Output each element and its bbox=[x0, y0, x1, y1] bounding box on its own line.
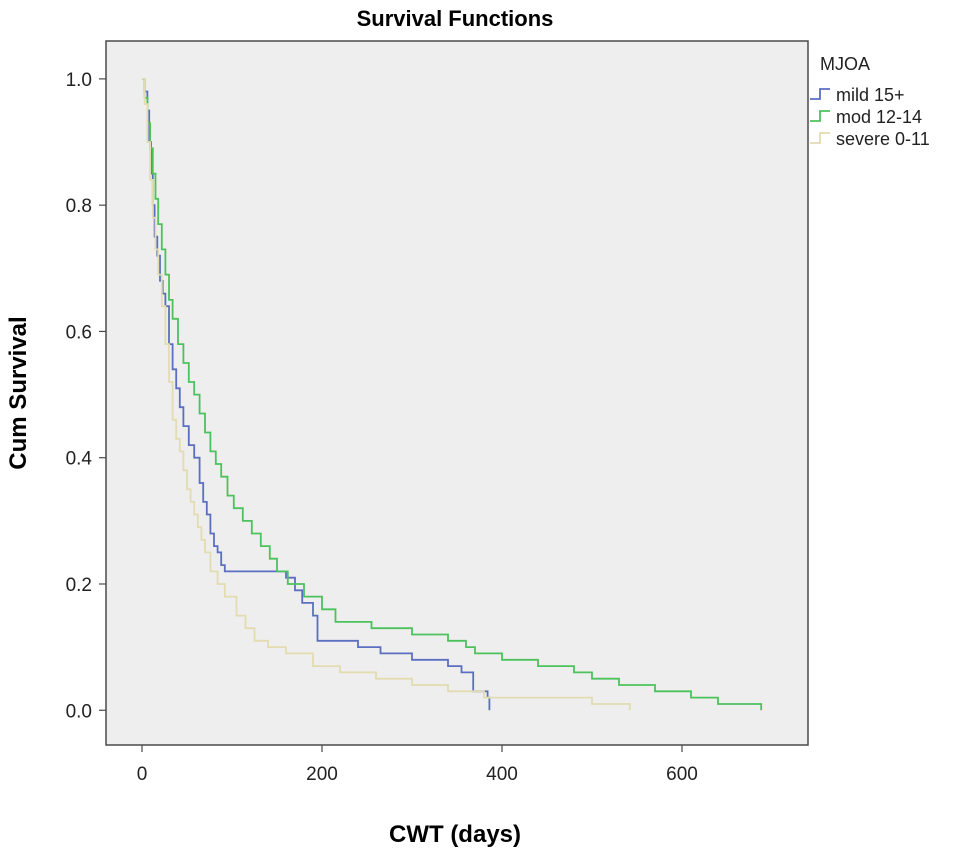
legend-title: MJOA bbox=[820, 54, 870, 74]
y-tick-label: 0.8 bbox=[66, 196, 92, 217]
legend-label: mod 12-14 bbox=[836, 107, 922, 127]
x-tick-label: 0 bbox=[137, 764, 148, 785]
plot-area bbox=[105, 40, 809, 746]
y-tick-label: 0.2 bbox=[66, 575, 92, 596]
x-tick-label: 600 bbox=[666, 764, 698, 785]
series-line-severe-0-11 bbox=[142, 78, 631, 711]
y-tick-label: 0.4 bbox=[66, 449, 93, 470]
x-axis-title: CWT (days) bbox=[389, 821, 521, 848]
series-layer bbox=[142, 78, 763, 711]
chart-title: Survival Functions bbox=[357, 6, 554, 31]
y-axis-ticks: 0.0 0.2 0.4 0.6 0.8 1.0 bbox=[66, 70, 106, 722]
y-tick-label: 1.0 bbox=[66, 70, 92, 91]
x-tick-label: 400 bbox=[486, 764, 518, 785]
y-axis-title: Cum Survival bbox=[5, 316, 32, 469]
legend-swatch bbox=[810, 88, 830, 100]
x-axis-ticks: 0 200 400 600 bbox=[137, 745, 698, 785]
y-tick-label: 0.0 bbox=[66, 701, 92, 722]
y-tick-label: 0.6 bbox=[66, 322, 92, 343]
legend-label: severe 0-11 bbox=[836, 129, 930, 149]
legend-swatch bbox=[810, 132, 830, 144]
legend-swatch bbox=[810, 110, 830, 122]
series-line-mod-12-14 bbox=[142, 78, 763, 711]
legend-label: mild 15+ bbox=[836, 85, 905, 105]
x-tick-label: 200 bbox=[306, 764, 338, 785]
